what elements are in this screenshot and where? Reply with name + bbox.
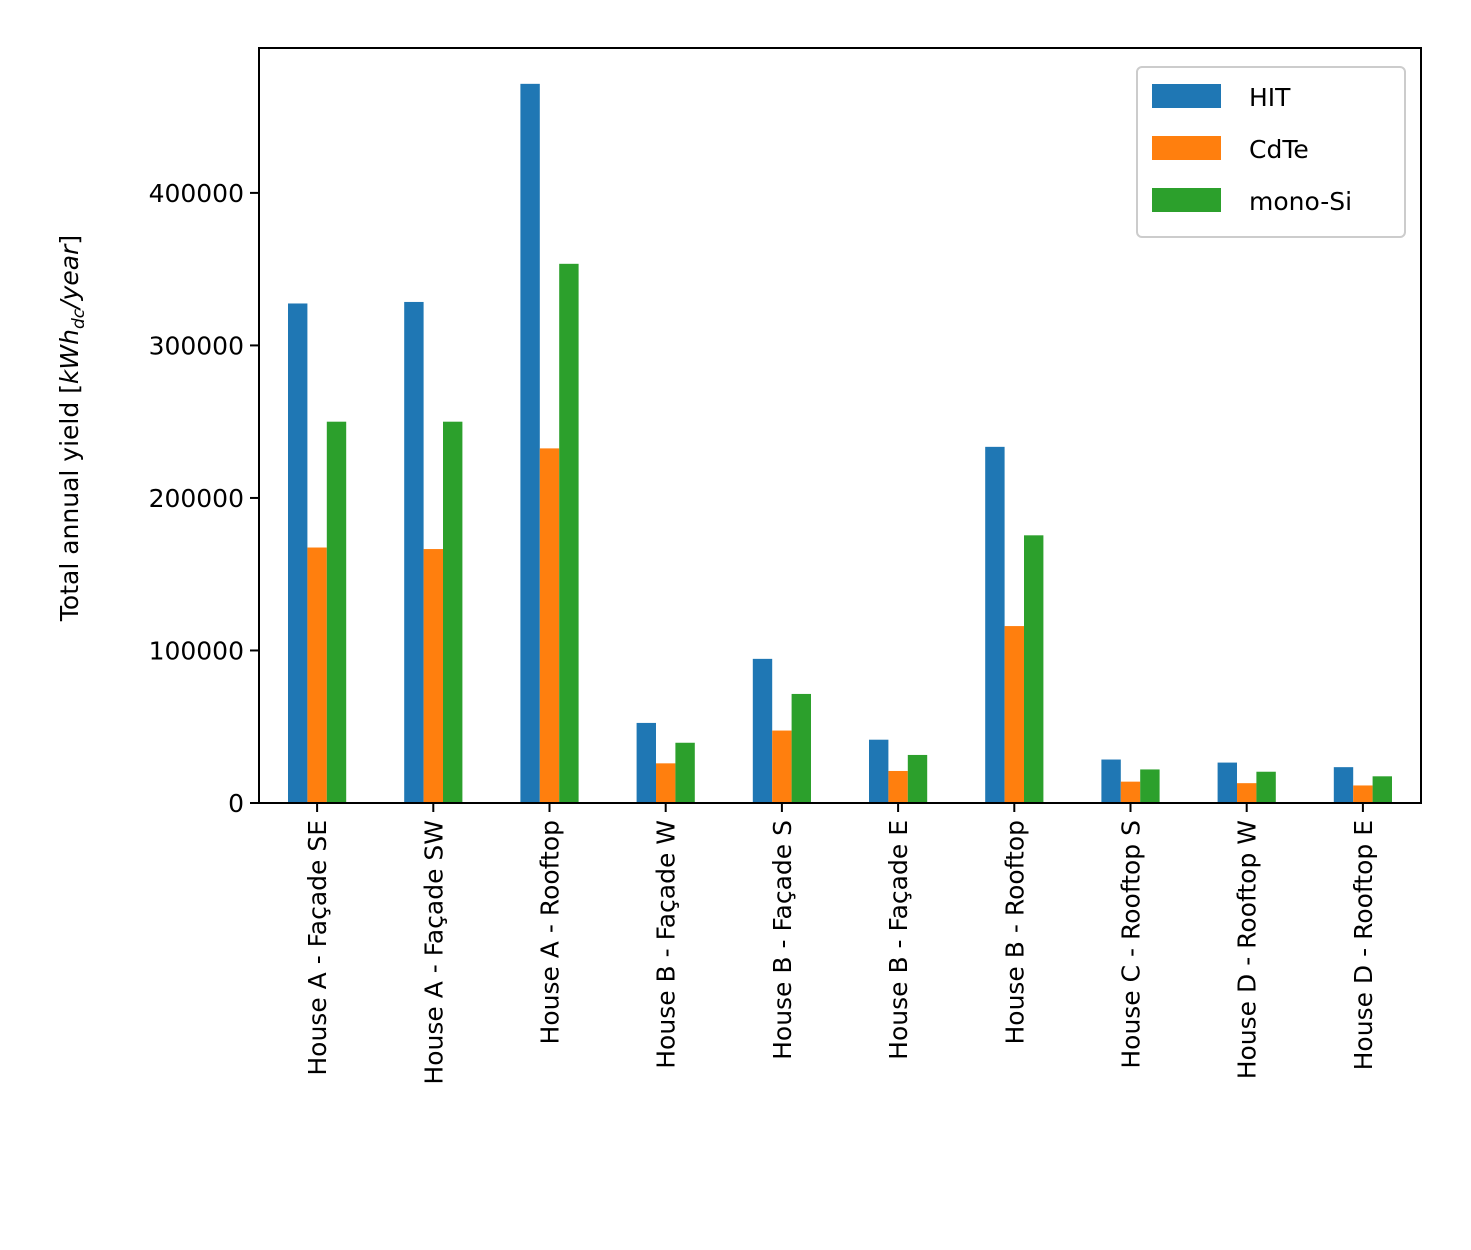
y-axis-title-unit-base: kWh — [55, 329, 84, 384]
x-axis: House A - Façade SE House A - Façade SW Ho… — [303, 803, 1378, 1085]
x-tick-label: House B - Façade W — [652, 820, 681, 1069]
bar-mono-si-7 — [1024, 535, 1044, 803]
bar-cdte-9 — [1237, 783, 1257, 803]
bar-hit-2 — [404, 301, 424, 803]
y-axis-title-unit-rest: /year — [55, 243, 84, 311]
bar-cdte-2 — [423, 549, 443, 803]
x-tick-label: House B - Façade E — [884, 820, 913, 1060]
plot-area-frame — [258, 47, 1422, 804]
bar-cdte-6 — [888, 770, 908, 803]
bar-cdte-5 — [772, 730, 792, 803]
y-tick-label: 0 — [228, 789, 244, 818]
bar-hit-8 — [1101, 759, 1121, 803]
y-tick-label: 300000 — [149, 331, 244, 360]
bar-hit-10 — [1333, 767, 1354, 803]
legend-label-cdte: CdTe — [1249, 135, 1309, 164]
x-tick-label: House A - Façade SE — [303, 820, 332, 1076]
bar-mono-si-9 — [1256, 771, 1276, 803]
legend-swatch-hit — [1152, 84, 1221, 108]
bar-cdte-10 — [1353, 785, 1373, 803]
x-tick-label: House A - Façade SW — [419, 820, 448, 1085]
y-tick-label: 400000 — [149, 179, 244, 208]
bar-mono-si-5 — [791, 693, 811, 803]
x-tick-label: House C - Rooftop S — [1117, 820, 1146, 1069]
bar-hit-1 — [288, 303, 308, 803]
bar-cdte-7 — [1004, 626, 1024, 803]
bar-mono-si-2 — [443, 421, 463, 803]
bar-cdte-8 — [1120, 781, 1141, 803]
x-tick-label: House D - Rooftop W — [1233, 820, 1262, 1079]
x-tick-label: House B - Façade S — [768, 820, 797, 1060]
bar-hit-4 — [636, 722, 656, 803]
bar-hit-7 — [985, 446, 1005, 803]
bar-cdte-1 — [307, 547, 327, 803]
y-tick-label: 200000 — [149, 484, 244, 513]
y-axis-title-main: Total annual yield [ — [55, 384, 84, 622]
y-axis: 0 100000 200000 300000 400000 — [149, 179, 259, 818]
bar-hit-5 — [752, 658, 773, 803]
y-axis-title-unit-sub: dc — [69, 308, 89, 329]
bar-cdte-3 — [539, 448, 560, 803]
y-axis-title: Total annual yield [kWhdc/year] — [55, 235, 89, 622]
legend-swatch-mono-si — [1152, 188, 1221, 212]
bar-mono-si-6 — [907, 754, 928, 803]
y-tick-label: 100000 — [149, 636, 244, 665]
legend-label-mono-si: mono-Si — [1249, 187, 1352, 216]
bar-hit-6 — [869, 739, 889, 803]
x-tick-label: House B - Rooftop — [1000, 820, 1029, 1045]
bar-hit-3 — [520, 83, 540, 804]
bars-layer — [288, 83, 1392, 804]
legend: HIT CdTe mono-Si — [1136, 66, 1406, 238]
y-axis-title-close: ] — [55, 235, 84, 245]
legend-swatch-cdte — [1152, 136, 1221, 160]
bar-mono-si-10 — [1372, 776, 1392, 803]
x-tick-label: House A - Rooftop — [536, 820, 565, 1044]
bar-mono-si-4 — [675, 742, 695, 803]
bar-mono-si-8 — [1140, 769, 1160, 803]
bar-hit-9 — [1217, 762, 1237, 803]
bar-cdte-4 — [656, 763, 676, 803]
bar-mono-si-1 — [326, 421, 347, 803]
x-tick-label: House D - Rooftop E — [1349, 820, 1378, 1070]
bar-mono-si-3 — [559, 263, 579, 803]
legend-label-hit: HIT — [1249, 83, 1291, 112]
